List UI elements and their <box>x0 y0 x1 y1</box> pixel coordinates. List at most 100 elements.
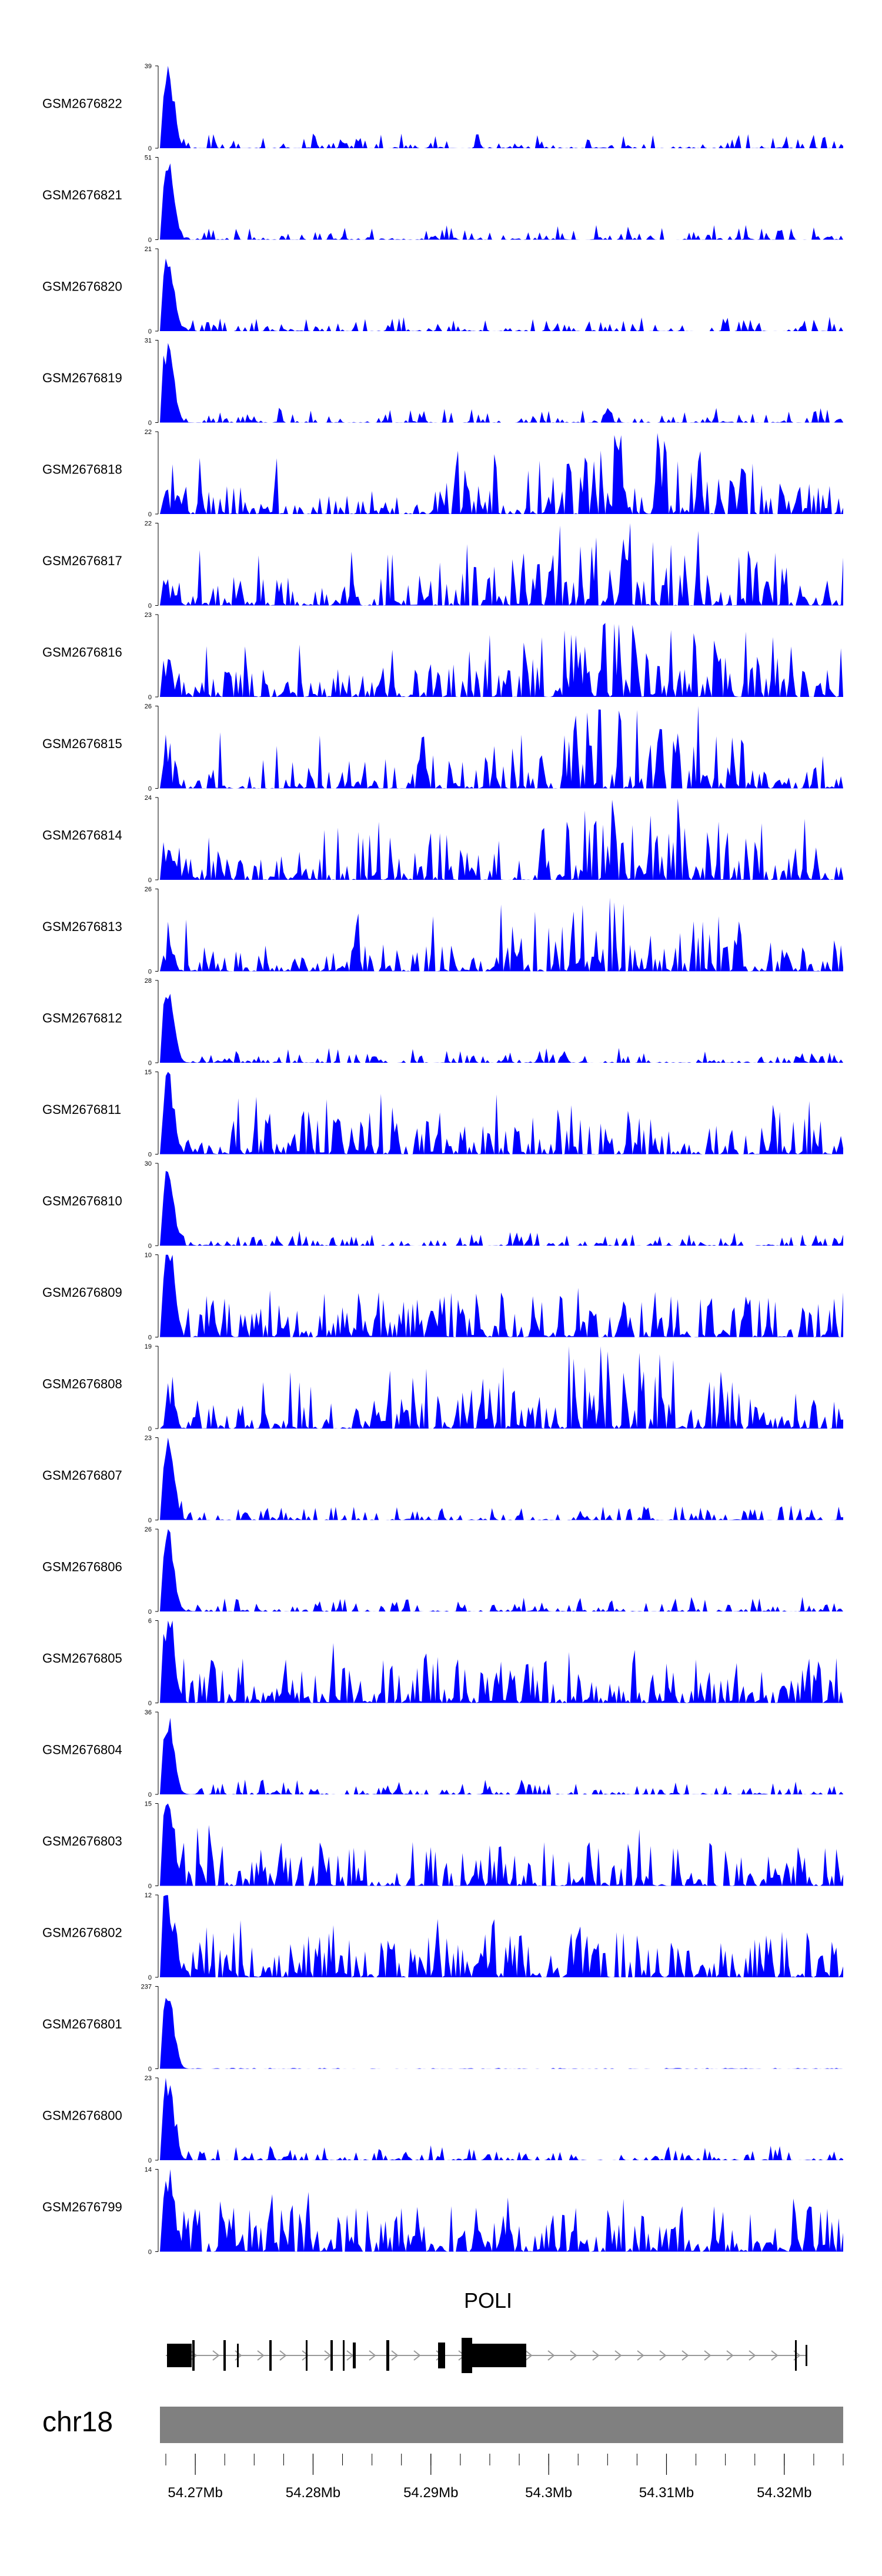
track-zero-label: 0 <box>148 877 152 884</box>
track-label: GSM2676814 <box>42 828 122 843</box>
strand-arrow <box>771 2350 779 2361</box>
track-GSM2676811: GSM2676811 15 0 <box>42 1069 843 1159</box>
track-label: GSM2676802 <box>42 1926 122 1940</box>
track-label: GSM2676820 <box>42 279 122 294</box>
gene-exon <box>795 2340 797 2371</box>
track-ymax-label: 10 <box>145 1252 152 1259</box>
strand-arrow <box>391 2350 399 2361</box>
track-ymax-label: 36 <box>145 1709 152 1716</box>
track-label: GSM2676808 <box>42 1377 122 1392</box>
genome-axis: chr18 54.27Mb 54.28Mb 54.29Mb 54.3Mb 54.31Mb… <box>42 2407 844 2501</box>
coverage-area <box>160 1803 843 1886</box>
axis-tick-label: 54.3Mb <box>525 2485 572 2501</box>
gene-model: POLI <box>166 2288 807 2373</box>
track-ymax-label: 30 <box>145 1160 152 1167</box>
track-label: GSM2676821 <box>42 188 122 202</box>
coverage-area <box>160 1346 843 1429</box>
strand-arrow <box>257 2350 265 2361</box>
track-GSM2676822: GSM2676822 39 0 <box>42 63 843 152</box>
track-zero-label: 0 <box>148 237 152 244</box>
coverage-area <box>160 623 843 697</box>
axis-tick-label: 54.29Mb <box>403 2485 458 2501</box>
coverage-area <box>160 433 843 514</box>
coverage-area <box>160 523 843 606</box>
track-GSM2676804: GSM2676804 36 0 <box>42 1709 843 1798</box>
track-ymax-label: 31 <box>145 338 152 345</box>
track-label: GSM2676799 <box>42 2200 122 2214</box>
strand-arrow <box>570 2350 577 2361</box>
track-GSM2676812: GSM2676812 28 0 <box>42 977 843 1067</box>
track-zero-label: 0 <box>148 2249 152 2256</box>
track-label: GSM2676806 <box>42 1560 122 1574</box>
track-GSM2676816: GSM2676816 23 0 <box>42 612 843 701</box>
track-ymax-label: 237 <box>141 1984 152 1991</box>
coverage-area <box>160 1254 843 1337</box>
track-GSM2676809: GSM2676809 10 0 <box>42 1252 843 1342</box>
gene-exon <box>306 2340 308 2371</box>
track-label: GSM2676822 <box>42 96 122 111</box>
strand-arrow <box>704 2350 711 2361</box>
track-label: GSM2676815 <box>42 736 122 751</box>
coverage-area <box>160 1620 843 1703</box>
track-ymax-label: 26 <box>145 1526 152 1533</box>
track-label: GSM2676807 <box>42 1468 122 1483</box>
track-ymax-label: 22 <box>145 520 152 528</box>
track-zero-label: 0 <box>148 603 152 610</box>
gene-exon <box>330 2340 333 2371</box>
strand-arrow <box>681 2350 689 2361</box>
track-ymax-label: 6 <box>148 1618 152 1625</box>
axis-tick-label: 54.32Mb <box>757 2485 811 2501</box>
track-GSM2676807: GSM2676807 23 0 <box>42 1435 843 1524</box>
coverage-area <box>160 1171 843 1246</box>
coverage-area <box>160 163 843 240</box>
track-ymax-label: 15 <box>145 1069 152 1076</box>
track-GSM2676803: GSM2676803 15 0 <box>42 1801 843 1890</box>
track-GSM2676808: GSM2676808 19 0 <box>42 1343 843 1433</box>
coverage-area <box>160 1529 843 1611</box>
axis-tick-label: 54.28Mb <box>286 2485 340 2501</box>
strand-arrow <box>212 2350 220 2361</box>
track-zero-label: 0 <box>148 786 152 793</box>
track-label: GSM2676800 <box>42 2108 122 2123</box>
track-label: GSM2676810 <box>42 1194 122 1209</box>
strand-arrow <box>614 2350 622 2361</box>
coverage-area <box>160 1895 843 1977</box>
track-ymax-label: 24 <box>145 795 152 802</box>
coverage-area <box>160 1437 843 1520</box>
track-label: GSM2676812 <box>42 1011 122 1026</box>
track-zero-label: 0 <box>148 1060 152 1067</box>
track-label: GSM2676804 <box>42 1743 122 1757</box>
track-ymax-label: 22 <box>145 429 152 436</box>
track-zero-label: 0 <box>148 2066 152 2073</box>
track-GSM2676815: GSM2676815 26 0 <box>42 703 843 793</box>
strand-arrow <box>592 2350 600 2361</box>
coverage-area <box>160 343 843 423</box>
track-label: GSM2676817 <box>42 553 122 568</box>
track-ymax-label: 28 <box>145 977 152 985</box>
track-ymax-label: 14 <box>145 2167 152 2174</box>
gene-exon <box>386 2340 389 2371</box>
track-GSM2676799: GSM2676799 14 0 <box>42 2167 843 2256</box>
track-label: GSM2676819 <box>42 371 122 385</box>
gene-exon <box>343 2340 345 2371</box>
gene-exon <box>237 2344 239 2367</box>
strand-arrow <box>547 2350 555 2361</box>
track-label: GSM2676809 <box>42 1285 122 1300</box>
track-zero-label: 0 <box>148 694 152 701</box>
axis-tick-label: 54.27Mb <box>168 2485 222 2501</box>
gene-exon <box>223 2340 226 2371</box>
track-label: GSM2676813 <box>42 919 122 934</box>
chromosome-bar <box>160 2407 843 2443</box>
gene-exon <box>269 2340 272 2371</box>
track-zero-label: 0 <box>148 1883 152 1890</box>
track-zero-label: 0 <box>148 145 152 152</box>
track-zero-label: 0 <box>148 1791 152 1798</box>
coverage-area <box>160 897 843 972</box>
track-zero-label: 0 <box>148 1974 152 1981</box>
track-zero-label: 0 <box>148 1700 152 1707</box>
track-GSM2676819: GSM2676819 31 0 <box>42 338 843 427</box>
track-ymax-label: 23 <box>145 2075 152 2082</box>
strand-arrow <box>302 2350 309 2361</box>
track-GSM2676817: GSM2676817 22 0 <box>42 520 843 610</box>
track-ymax-label: 23 <box>145 612 152 619</box>
